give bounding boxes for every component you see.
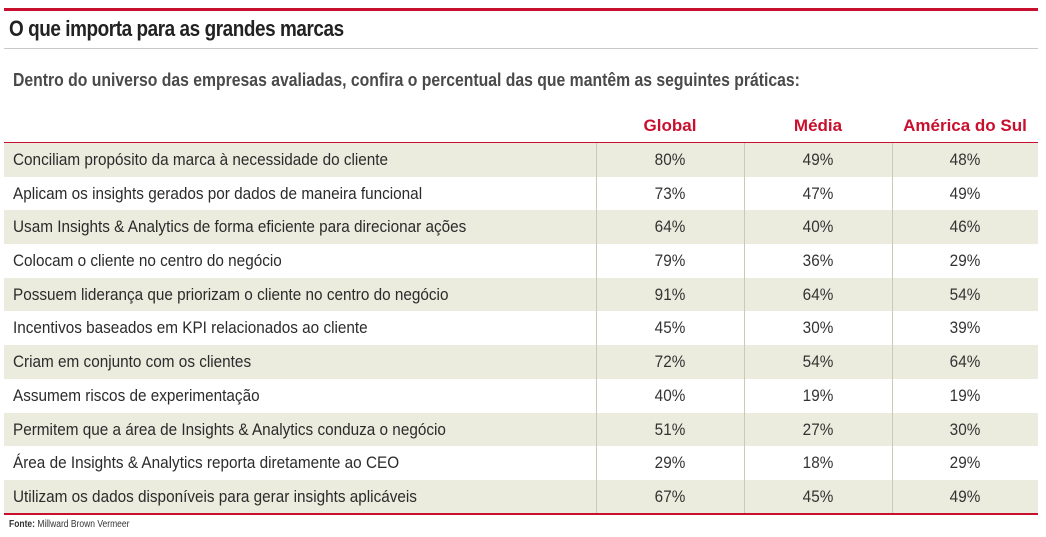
row-label: Conciliam propósito da marca à necessida… <box>13 150 389 169</box>
row-label: Aplicam os insights gerados por dados de… <box>13 183 423 203</box>
top-accent-rule <box>4 8 1038 11</box>
row-label: Colocam o cliente no centro do negócio <box>13 251 282 271</box>
table-row: Usam Insights & Analytics de forma efici… <box>4 210 1038 245</box>
source-note: Fonte: Millward Brown Vermeer <box>9 519 129 530</box>
table-body: Conciliam propósito da marca à necessida… <box>4 143 1038 514</box>
table-row: Possuem liderança que priorizam o client… <box>4 277 1038 312</box>
bottom-accent-rule <box>4 513 1038 515</box>
cell-value: 64% <box>949 352 981 372</box>
cell-value: 27% <box>802 419 834 439</box>
row-label: Incentivos baseados em KPI relacionados … <box>13 318 368 338</box>
cell-value: 54% <box>802 352 834 372</box>
cell-value: 49% <box>949 183 981 203</box>
cell-value: 80% <box>654 150 686 169</box>
cell-value: 48% <box>949 150 981 169</box>
title-divider <box>4 48 1038 49</box>
source-text: Millward Brown Vermeer <box>37 519 130 530</box>
table-row: Área de Insights & Analytics reporta dir… <box>4 446 1038 480</box>
cell-value: 40% <box>802 217 834 237</box>
table-row: Criam em conjunto com os clientes 72% 54% 6… <box>4 345 1038 379</box>
table-row: Colocam o cliente no centro do negócio 79… <box>4 244 1038 278</box>
column-divider <box>596 143 597 514</box>
cell-value: 64% <box>654 217 686 237</box>
source-label: Fonte: <box>9 519 35 530</box>
column-header-global: Global <box>643 116 697 135</box>
cell-value: 49% <box>949 486 981 506</box>
cell-value: 54% <box>949 284 981 304</box>
page-subtitle: Dentro do universo das empresas avaliada… <box>13 70 800 90</box>
cell-value: 18% <box>802 453 834 473</box>
cell-value: 45% <box>802 486 834 506</box>
table-row: Utilizam os dados disponíveis para gerar… <box>4 479 1038 514</box>
cell-value: 49% <box>802 150 834 169</box>
cell-value: 46% <box>949 217 981 237</box>
cell-value: 64% <box>802 284 834 304</box>
cell-value: 30% <box>949 419 981 439</box>
cell-value: 29% <box>949 251 981 271</box>
cell-value: 51% <box>654 419 686 439</box>
row-label: Possuem liderança que priorizam o client… <box>13 284 449 304</box>
cell-value: 72% <box>654 352 686 372</box>
row-label: Assumem riscos de experimentação <box>13 385 260 405</box>
practices-table: Global Média América do Sul Conciliam pr… <box>4 110 1038 514</box>
column-divider <box>892 143 893 514</box>
table-row: Permitem que a área de Insights & Analyt… <box>4 412 1038 447</box>
cell-value: 91% <box>654 284 686 304</box>
cell-value: 30% <box>802 318 834 338</box>
table-header-row: Global Média América do Sul <box>4 110 1038 143</box>
cell-value: 73% <box>654 183 686 203</box>
row-label: Área de Insights & Analytics reporta dir… <box>13 453 400 473</box>
table-row: Aplicam os insights gerados por dados de… <box>4 177 1038 211</box>
column-header-america-do-sul: América do Sul <box>903 116 1027 135</box>
cell-value: 39% <box>949 318 981 338</box>
cell-value: 36% <box>802 251 834 271</box>
table-row: Incentivos baseados em KPI relacionados … <box>4 311 1038 345</box>
cell-value: 67% <box>654 486 686 506</box>
row-label: Criam em conjunto com os clientes <box>13 352 252 372</box>
table-row: Assumem riscos de experimentação 40% 19% 19… <box>4 379 1038 413</box>
column-divider <box>744 143 745 514</box>
cell-value: 29% <box>654 453 686 473</box>
cell-value: 40% <box>654 385 686 405</box>
cell-value: 45% <box>654 318 686 338</box>
cell-value: 79% <box>654 251 686 271</box>
row-label: Permitem que a área de Insights & Analyt… <box>13 419 446 439</box>
page-title: O que importa para as grandes marcas <box>9 16 344 41</box>
column-header-media: Média <box>793 116 843 135</box>
row-label: Utilizam os dados disponíveis para gerar… <box>13 486 417 506</box>
cell-value: 29% <box>949 453 981 473</box>
table-row: Conciliam propósito da marca à necessida… <box>4 143 1038 177</box>
cell-value: 47% <box>802 183 834 203</box>
row-label: Usam Insights & Analytics de forma efici… <box>13 217 467 237</box>
cell-value: 19% <box>802 385 834 405</box>
cell-value: 19% <box>949 385 981 405</box>
